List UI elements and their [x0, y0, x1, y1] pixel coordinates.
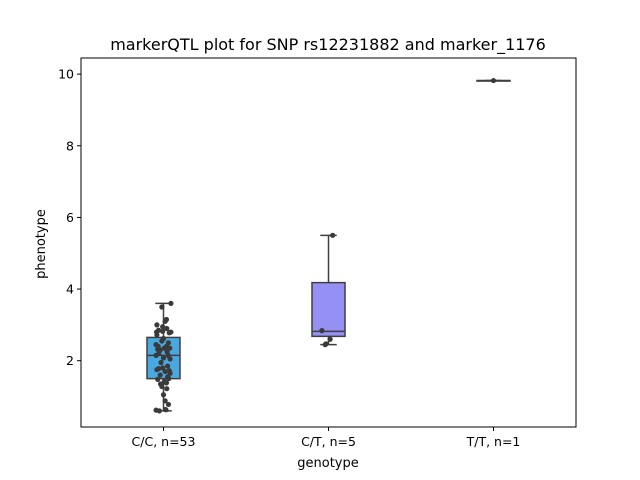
- data-point: [330, 232, 336, 238]
- data-point: [165, 340, 172, 346]
- data-point: [327, 336, 333, 342]
- data-point: [163, 380, 170, 386]
- data-point: [153, 352, 159, 358]
- data-point: [164, 386, 170, 392]
- data-point: [160, 335, 167, 342]
- data-point: [322, 342, 328, 348]
- data-point: [155, 343, 161, 349]
- data-point: [158, 359, 164, 366]
- data-point: [165, 401, 172, 408]
- data-point: [165, 363, 171, 369]
- x-tick-label: C/T, n=5: [301, 434, 356, 449]
- data-point: [160, 328, 166, 334]
- y-tick-label: 8: [66, 138, 74, 153]
- data-point: [319, 328, 325, 334]
- data-point: [167, 356, 173, 362]
- data-point: [155, 366, 162, 372]
- x-tick-label: T/T, n=1: [466, 434, 521, 449]
- data-point: [168, 329, 174, 335]
- data-point: [163, 407, 169, 413]
- y-tick-label: 2: [66, 353, 74, 368]
- box-iqr: [311, 281, 346, 338]
- x-axis-label: genotype: [297, 456, 358, 471]
- data-point: [157, 372, 163, 378]
- data-point: [164, 325, 170, 332]
- data-point: [167, 345, 173, 351]
- data-point: [154, 322, 160, 328]
- data-point: [157, 381, 164, 387]
- y-tick-label: 4: [66, 282, 74, 297]
- y-tick-label: 6: [66, 210, 74, 225]
- data-point: [159, 304, 165, 310]
- data-point: [162, 398, 168, 404]
- data-point: [160, 392, 167, 398]
- data-point: [160, 355, 167, 361]
- plot-area: 2 4 6 8 10 C/C, n=53 C/T, n=5 T/T, n=1: [58, 57, 577, 449]
- data-point: [160, 324, 166, 330]
- y-tick-label: 10: [58, 67, 74, 82]
- data-point: [160, 365, 166, 371]
- data-point: [168, 300, 174, 307]
- data-point: [164, 349, 170, 355]
- data-point: [490, 77, 497, 84]
- data-point: [156, 408, 162, 414]
- data-point: [166, 368, 172, 374]
- data-point: [155, 327, 162, 333]
- chart-title: markerQTL plot for SNP rs12231882 and ma…: [110, 35, 546, 55]
- y-axis-label: phenotype: [34, 209, 49, 279]
- data-point: [165, 374, 171, 380]
- data-point: [155, 376, 161, 382]
- data-point: [163, 316, 170, 323]
- x-tick-label: C/C, n=53: [132, 434, 196, 449]
